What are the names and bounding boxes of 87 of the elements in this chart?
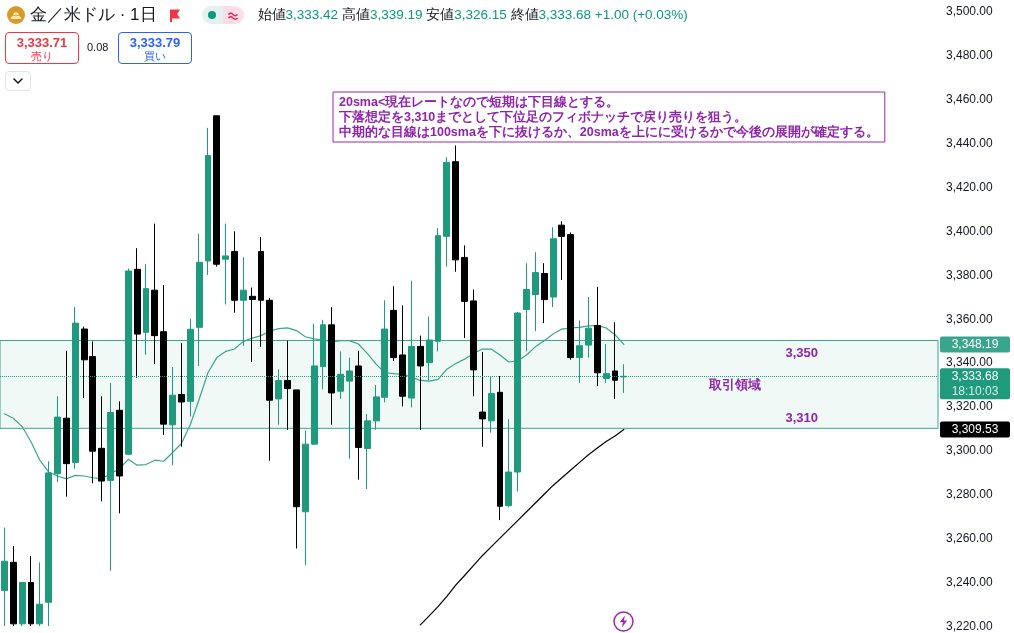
candlestick — [470, 289, 477, 397]
candlestick — [258, 236, 264, 348]
buy-button: 3,333.79 買い — [118, 32, 192, 64]
candlestick — [328, 306, 335, 426]
y-tick-label: 3,280.00 — [946, 487, 994, 502]
band-label: 取引領域 — [708, 376, 761, 392]
annotation: 0.08 — [87, 41, 109, 54]
candlestick — [19, 582, 26, 627]
candlestick — [1, 527, 8, 627]
y-tick-label: 3,400.00 — [946, 223, 994, 238]
candlestick — [240, 256, 247, 347]
candlestick — [231, 230, 238, 314]
y-tick-label: 3,420.00 — [946, 179, 994, 194]
annotation: 3,333.71 — [15, 35, 69, 50]
candlestick — [196, 233, 203, 367]
candlestick — [435, 227, 441, 352]
candlestick — [222, 223, 229, 305]
candlestick — [505, 418, 512, 508]
candlestick — [293, 389, 300, 549]
candlestick — [107, 382, 114, 572]
candlestick — [45, 460, 52, 627]
text: 3,309.53 — [951, 422, 999, 437]
candlestick — [36, 561, 43, 627]
y-tick-label: 3,380.00 — [946, 267, 994, 282]
y-tick-label: 3,360.00 — [946, 311, 994, 326]
y-tick-label: 3,260.00 — [946, 531, 994, 546]
candlestick — [532, 251, 539, 332]
candlestick — [355, 350, 362, 481]
candlestick — [497, 375, 503, 521]
ref-line-label: 3,333.68 — [951, 369, 999, 384]
annotation: 売り — [30, 50, 54, 62]
line-series — [419, 428, 625, 626]
candlestick — [151, 223, 158, 365]
annotation: 下落想定を3,310までとして下位足のフィボナッチで戻り売りを狙う。 — [338, 108, 748, 124]
candlestick — [249, 287, 256, 363]
text: 18:10:03 — [951, 384, 999, 399]
candlestick — [364, 413, 371, 490]
chart-title: 金／米ドル · 1日 — [30, 4, 157, 26]
candlestick — [302, 430, 309, 566]
sell-button: 3,333.71 売り — [5, 32, 79, 64]
candlestick — [612, 321, 618, 400]
candlestick — [63, 350, 70, 498]
y-tick-label: 3,500.00 — [946, 4, 994, 18]
candlestick — [417, 335, 424, 431]
candlestick — [54, 395, 61, 483]
candlestick — [585, 296, 592, 359]
candlestick — [452, 144, 459, 273]
annotation: 3,333.79 — [128, 35, 182, 50]
annotation: 中期的な目線は100smaを下に抜けるか、20smaを上にに受けるかで今後の展開が確定する。 — [339, 123, 879, 139]
y-tick-label: 3,320.00 — [946, 399, 994, 414]
candlestick — [116, 400, 123, 514]
line-series — [3, 324, 625, 480]
candlestick — [541, 262, 548, 324]
chart-subtitle: 始値3,333.42 高値3,339.19 安値3,326.15 終値3,333.68 +1.00 (+0.03%) — [257, 7, 688, 22]
y-tick-label: 3,440.00 — [946, 135, 994, 150]
annotation: 20sma<現在レートなので短期は下目線とする。 — [339, 94, 620, 109]
candlestick — [178, 342, 185, 448]
candlestick — [567, 231, 574, 361]
candlestick — [594, 286, 601, 387]
y-tick-label: 3,480.00 — [946, 47, 994, 62]
annotation: 買い — [143, 50, 167, 62]
y-tick-label: 3,220.00 — [946, 619, 994, 633]
candlestick — [160, 284, 167, 436]
candlestick — [523, 262, 530, 352]
candlestick — [205, 127, 211, 276]
candlestick — [479, 351, 486, 448]
y-tick-label: 3,340.00 — [946, 355, 994, 370]
annotation: 3,310 — [785, 409, 818, 425]
candlestick — [98, 395, 105, 502]
candlestick — [10, 545, 17, 627]
candlestick — [550, 226, 557, 308]
candlestick — [461, 244, 468, 339]
text: 3,348.19 — [951, 337, 999, 352]
y-tick-label: 3,300.00 — [946, 443, 994, 458]
candlestick — [390, 285, 397, 362]
candlestick — [399, 304, 406, 407]
candlestick — [134, 247, 141, 379]
candlestick — [443, 156, 450, 268]
candlestick — [143, 263, 149, 356]
y-tick-label: 3,460.00 — [946, 91, 994, 106]
annotation: 3,350 — [785, 344, 818, 360]
candlestick — [558, 220, 565, 281]
candlestick — [213, 115, 220, 268]
candlestick — [284, 340, 291, 431]
candlestick — [28, 555, 34, 627]
y-tick-label: 3,240.00 — [946, 575, 994, 590]
candlestick — [266, 297, 273, 462]
